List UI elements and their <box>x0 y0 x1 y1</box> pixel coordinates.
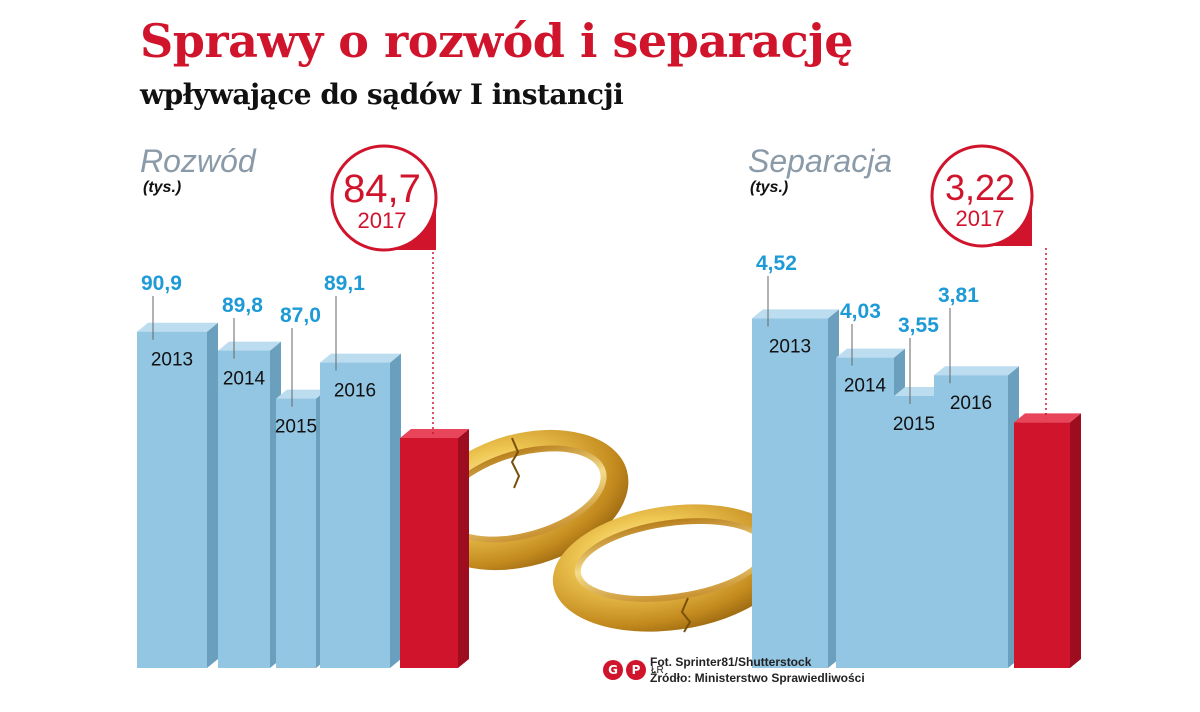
bar-side <box>207 322 218 668</box>
broken-rings-illustration <box>417 429 792 633</box>
bar-rozwod-2013 <box>137 322 218 668</box>
tick-label-rozwod-2014: 2014 <box>223 369 266 390</box>
chart-separacja: Separacja(tys.) 2013 4,52 2014 4,03 2015 3,55 2… <box>748 143 1081 668</box>
ring-left-inner <box>445 451 601 537</box>
data-label-rozwod-2015: 87,0 <box>280 304 321 327</box>
data-label-separacja-2014: 4,03 <box>840 300 881 323</box>
data-label-separacja-2013: 4,52 <box>756 252 797 275</box>
bar-front <box>894 396 934 668</box>
bar-front <box>934 375 1008 668</box>
tick-label-separacja-2014: 2014 <box>844 376 887 397</box>
tick-label-separacja-2017: 2017 <box>956 206 1005 231</box>
bar-front <box>752 318 828 668</box>
page-title: Sprawy o rozwód i separację <box>140 14 854 68</box>
bar-top <box>137 322 218 332</box>
tick-label-separacja-2013: 2013 <box>769 336 811 357</box>
highlight-circle-corner <box>982 196 1032 246</box>
data-label-rozwod-2016: 89,1 <box>324 272 365 295</box>
source-credit: Źródło: Ministerstwo Sprawiedliwości <box>650 671 865 685</box>
tick-label-rozwod-2015: 2015 <box>275 417 317 438</box>
bar-rozwod-2016 <box>320 353 401 668</box>
tick-label-rozwod-2013: 2013 <box>151 350 193 371</box>
tick-label-separacja-2015: 2015 <box>893 414 935 435</box>
bar-top <box>276 389 327 399</box>
bar-top <box>836 348 905 358</box>
bar-top <box>218 341 281 351</box>
bar-top <box>894 387 945 396</box>
bar-front <box>218 350 270 668</box>
bar-front <box>320 362 390 668</box>
bar-top <box>320 353 401 363</box>
logo-letter-g: G <box>603 660 623 680</box>
bar-top <box>752 309 839 319</box>
chart-unit-rozwod: (tys.) <box>143 179 181 196</box>
data-label-rozwod-2014: 89,8 <box>222 294 263 317</box>
photo-credit: Fot. Sprinter81/Shutterstock <box>650 655 812 669</box>
data-label-separacja-2017: 3,22 <box>945 167 1015 208</box>
credits: Fot. Sprinter81/Shutterstock Źródło: Min… <box>650 654 865 686</box>
bar-front <box>276 398 316 668</box>
bar-top <box>934 366 1019 376</box>
chart-title-separacja: Separacja <box>748 143 892 179</box>
bar-rozwod-2014 <box>218 341 281 668</box>
bar-side <box>390 353 401 668</box>
bar-front <box>137 331 207 668</box>
data-label-rozwod-2017: 84,7 <box>343 167 421 211</box>
page-subtitle: wpływające do sądów I instancji <box>140 78 624 111</box>
bar-rozwod-2017 <box>400 429 469 668</box>
bar-separacja-2013 <box>752 309 839 668</box>
bar-side <box>1070 413 1081 668</box>
highlight-circle-corner <box>384 198 436 250</box>
ring-crack-right <box>680 597 692 633</box>
publisher-logo: G P ŁR <box>603 660 664 680</box>
ring-crack-left <box>510 437 521 489</box>
bar-top <box>400 429 469 438</box>
bar-top <box>1014 413 1081 423</box>
chart-rozwod: Rozwód(tys.) 2013 90,9 2014 89,8 2015 87,0 2016… <box>137 143 469 668</box>
bar-side <box>458 429 469 668</box>
bar-separacja-2017 <box>1014 413 1081 668</box>
logo-letter-p: P <box>626 660 646 680</box>
bar-front <box>400 438 458 668</box>
data-label-separacja-2015: 3,55 <box>898 314 939 337</box>
data-label-rozwod-2013: 90,9 <box>141 272 182 295</box>
tick-label-rozwod-2016: 2016 <box>334 381 376 402</box>
chart-title-rozwod: Rozwód <box>140 143 257 179</box>
tick-label-separacja-2016: 2016 <box>950 393 992 414</box>
bar-front <box>1014 422 1070 668</box>
data-label-separacja-2016: 3,81 <box>938 284 979 307</box>
chart-unit-separacja: (tys.) <box>750 179 788 196</box>
tick-label-rozwod-2017: 2017 <box>358 208 407 233</box>
ring-right-inner <box>580 523 764 597</box>
author-initials: ŁR <box>651 664 664 676</box>
bar-front <box>836 357 894 668</box>
